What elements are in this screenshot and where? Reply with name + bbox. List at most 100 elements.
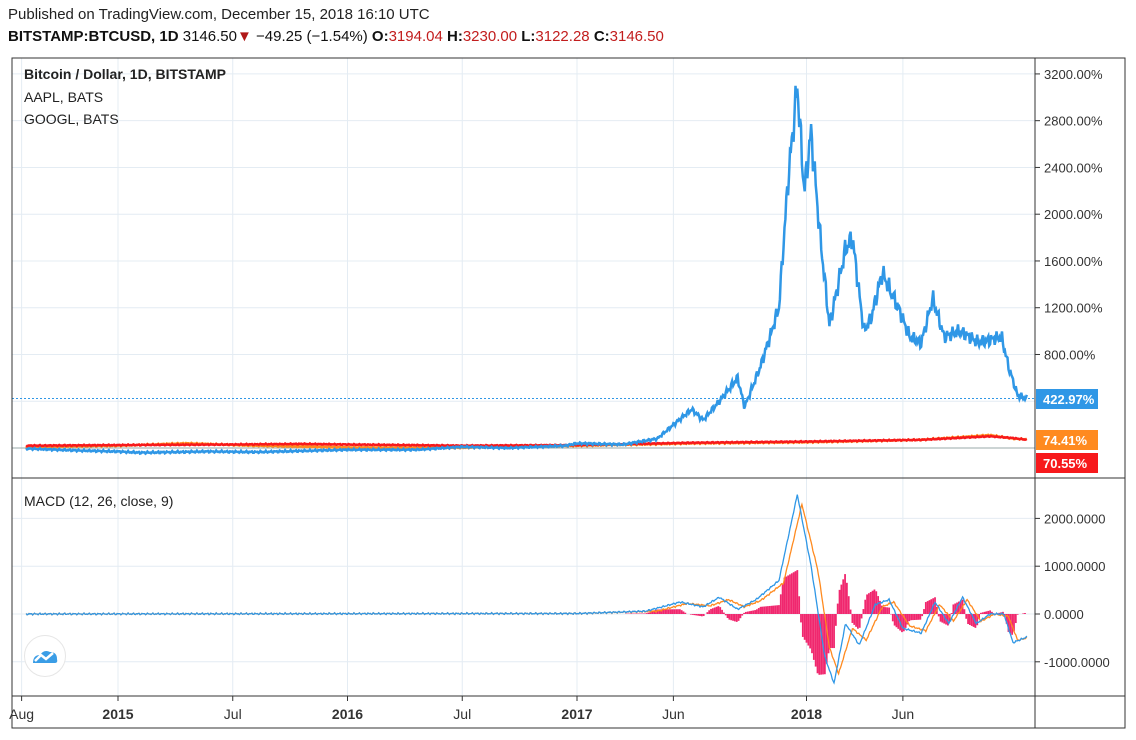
macd-histogram-bar bbox=[838, 589, 841, 614]
macd-histogram-bar bbox=[671, 609, 674, 614]
macd-histogram-bar bbox=[895, 614, 898, 628]
macd-histogram-bar bbox=[792, 572, 795, 614]
macd-histogram-bar bbox=[950, 613, 953, 614]
macd-histogram-bar bbox=[785, 576, 788, 614]
macd-histogram-bar bbox=[801, 614, 804, 637]
y-tick-label: 2400.00% bbox=[1044, 160, 1103, 175]
macd-histogram-bar bbox=[812, 614, 815, 660]
macd-histogram-bar bbox=[897, 614, 900, 629]
macd-histogram-bar bbox=[906, 614, 909, 625]
macd-y-tick-label: 2000.0000 bbox=[1044, 511, 1105, 526]
macd-histogram-bar bbox=[869, 591, 872, 614]
y-tick-label: 2800.00% bbox=[1044, 114, 1103, 129]
macd-histogram-bar bbox=[653, 610, 656, 614]
macd-histogram-bar bbox=[1022, 613, 1025, 614]
macd-histogram-bar bbox=[783, 577, 786, 614]
signal-line bbox=[25, 502, 1028, 676]
macd-histogram-bar bbox=[908, 614, 911, 622]
x-tick-label: 2016 bbox=[332, 706, 363, 722]
macd-histogram-bar bbox=[849, 609, 852, 614]
macd-histogram-bar bbox=[880, 605, 883, 614]
macd-histogram-bar bbox=[981, 612, 984, 614]
macd-histogram-bar bbox=[811, 614, 813, 654]
macd-histogram-bar bbox=[858, 614, 861, 628]
macd-histogram-bar bbox=[901, 614, 903, 633]
macd-histogram-bar bbox=[746, 611, 749, 614]
macd-histogram-bar bbox=[818, 614, 821, 675]
macd-histogram-bar bbox=[733, 614, 736, 622]
macd-histogram-bar bbox=[891, 614, 894, 622]
macd-histogram-bar bbox=[923, 609, 925, 614]
macd-histogram-bar bbox=[888, 607, 891, 614]
macd-histogram-bar bbox=[871, 590, 874, 614]
macd-histogram-bar bbox=[750, 610, 753, 614]
macd-histogram-bar bbox=[967, 614, 969, 625]
x-tick-label: Jul bbox=[453, 706, 471, 722]
macd-histogram-bar bbox=[807, 614, 810, 646]
macd-histogram-bar bbox=[779, 594, 782, 614]
macd-histogram-bar bbox=[730, 614, 733, 621]
btc-last-value-tag bbox=[1036, 389, 1098, 409]
macd-histogram-bar bbox=[700, 614, 703, 617]
open-value: 3194.04 bbox=[388, 28, 443, 45]
macd-histogram-bar bbox=[774, 605, 777, 614]
macd-histogram-bar bbox=[845, 582, 848, 614]
macd-histogram-bar bbox=[853, 614, 856, 625]
macd-histogram-bar bbox=[666, 609, 668, 614]
y-tick-label: 800.00% bbox=[1044, 347, 1096, 362]
symbol: BITSTAMP:BTCUSD, 1D bbox=[8, 28, 179, 45]
macd-histogram-bar bbox=[941, 614, 944, 623]
macd-histogram-bar bbox=[678, 609, 681, 614]
macd-histogram-bar bbox=[759, 606, 762, 614]
macd-histogram-bar bbox=[662, 609, 665, 614]
macd-histogram-bar bbox=[989, 610, 991, 614]
macd-histogram-bar bbox=[796, 570, 799, 614]
macd-histogram-bar bbox=[748, 611, 751, 614]
macd-histogram-bar bbox=[882, 606, 885, 614]
cloud-logo-icon bbox=[33, 651, 58, 663]
macd-y-tick-label: 1000.0000 bbox=[1044, 559, 1105, 574]
macd-histogram-bar bbox=[761, 606, 764, 614]
macd-histogram-bar bbox=[987, 610, 990, 614]
macd-histogram-bar bbox=[660, 609, 663, 614]
x-tick-label: 2015 bbox=[102, 706, 133, 722]
macd-histogram-bar bbox=[886, 607, 889, 614]
macd-histogram-bar bbox=[912, 614, 914, 621]
macd-histogram-bar bbox=[644, 613, 646, 614]
macd-histogram-bar bbox=[664, 609, 667, 614]
high-value: 3230.00 bbox=[462, 28, 518, 45]
macd-histogram-bar bbox=[921, 614, 924, 617]
tradingview-logo[interactable] bbox=[24, 635, 66, 677]
macd-histogram-bar bbox=[983, 611, 986, 614]
macd-histogram-bar bbox=[711, 608, 714, 614]
chart-frame bbox=[11, 57, 1126, 729]
macd-histogram-bar bbox=[645, 613, 648, 614]
macd-histogram-bar bbox=[873, 589, 876, 614]
macd-histogram-bar bbox=[1005, 614, 1008, 624]
macd-histogram-bar bbox=[715, 606, 718, 614]
macd-histogram-bar bbox=[732, 614, 734, 621]
close-label: C: bbox=[593, 28, 610, 45]
macd-histogram-bar bbox=[985, 611, 988, 614]
macd-histogram-bar bbox=[722, 612, 725, 614]
x-tick-label: Jun bbox=[892, 706, 915, 722]
macd-histogram-bar bbox=[831, 614, 834, 649]
macd-histogram-bar bbox=[827, 614, 830, 654]
macd-histogram-bar bbox=[695, 614, 698, 616]
macd-histogram-bar bbox=[743, 612, 745, 614]
macd-histogram-bar bbox=[965, 614, 968, 619]
macd-histogram-bar bbox=[728, 614, 731, 620]
y-tick-label: 2000.00% bbox=[1044, 207, 1103, 222]
macd-histogram-bar bbox=[970, 614, 973, 626]
macd-histogram-bar bbox=[691, 614, 694, 615]
macd-histogram-bar bbox=[972, 614, 975, 627]
macd-histogram-bar bbox=[1014, 614, 1017, 624]
macd-histogram-bar bbox=[756, 609, 758, 614]
macd-histogram-bar bbox=[851, 614, 854, 623]
x-tick-label: Aug bbox=[9, 706, 34, 722]
macd-histogram-bar bbox=[893, 614, 896, 626]
macd-histogram-bar bbox=[855, 614, 857, 627]
change: −49.25 (−1.54%) bbox=[256, 28, 368, 45]
macd-histogram-bar bbox=[937, 614, 940, 617]
